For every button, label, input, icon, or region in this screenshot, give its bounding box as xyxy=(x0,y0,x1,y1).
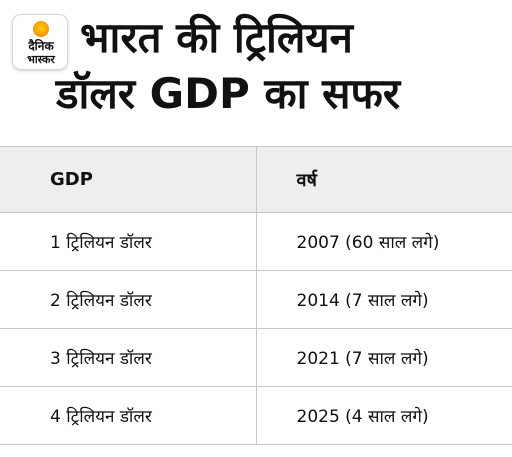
table-header-row: GDP वर्ष xyxy=(0,146,512,213)
gdp-cell: 1 ट्रिलियन डॉलर xyxy=(0,212,256,271)
sun-icon xyxy=(33,21,49,37)
gdp-milestone-table: GDP वर्ष 1 ट्रिलियन डॉलर 2007 (60 साल लग… xyxy=(0,146,512,445)
page-title-line2: डॉलर GDP का सफर xyxy=(56,69,401,118)
gdp-cell: 4 ट्रिलियन डॉलर xyxy=(0,386,256,445)
header: दैनिक भास्कर भारत की ट्रिलियन डॉलर GDP क… xyxy=(0,0,512,145)
page-title: भारत की ट्रिलियन डॉलर GDP का सफर xyxy=(56,10,510,122)
table-row: 4 ट्रिलियन डॉलर 2025 (4 साल लगे) xyxy=(0,386,512,445)
page-title-line1: भारत की ट्रिलियन xyxy=(80,13,353,62)
column-header-year: वर्ष xyxy=(255,146,512,213)
year-cell: 2025 (4 साल लगे) xyxy=(255,386,512,445)
table-row: 2 ट्रिलियन डॉलर 2014 (7 साल लगे) xyxy=(0,270,512,329)
gdp-cell: 2 ट्रिलियन डॉलर xyxy=(0,270,256,329)
year-cell: 2021 (7 साल लगे) xyxy=(255,328,512,387)
column-header-gdp: GDP xyxy=(0,146,256,213)
table-row: 1 ट्रिलियन डॉलर 2007 (60 साल लगे) xyxy=(0,212,512,271)
table-row: 3 ट्रिलियन डॉलर 2021 (7 साल लगे) xyxy=(0,328,512,387)
year-cell: 2014 (7 साल लगे) xyxy=(255,270,512,329)
dainik-bhaskar-logo[interactable]: दैनिक भास्कर xyxy=(12,14,68,70)
logo-text-line2: भास्कर xyxy=(27,53,55,66)
logo-text-line1: दैनिक xyxy=(28,39,54,53)
year-cell: 2007 (60 साल लगे) xyxy=(255,212,512,271)
gdp-cell: 3 ट्रिलियन डॉलर xyxy=(0,328,256,387)
